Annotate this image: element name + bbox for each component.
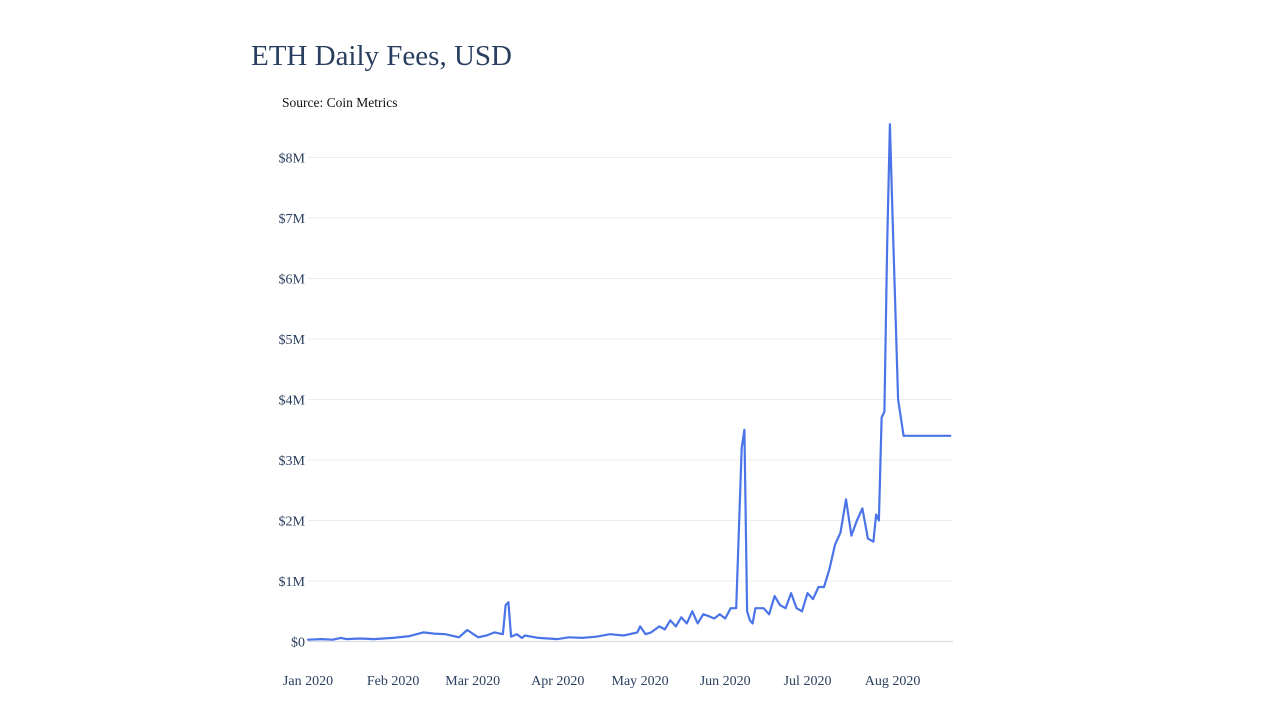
y-tick-label: $0 <box>291 636 305 651</box>
x-tick-label: Apr 2020 <box>531 674 584 689</box>
y-tick-label: $6M <box>279 273 306 288</box>
x-tick-label: Aug 2020 <box>865 674 921 689</box>
x-tick-label: Mar 2020 <box>445 674 500 689</box>
chart-source-note: Source: Coin Metrics <box>282 95 398 110</box>
y-tick-label: $8M <box>279 152 306 167</box>
x-tick-label: Jul 2020 <box>784 674 832 689</box>
gridlines <box>308 157 953 643</box>
x-tick-label: Jan 2020 <box>283 674 333 689</box>
y-tick-label: $3M <box>279 454 306 469</box>
y-tick-label: $4M <box>279 394 306 409</box>
series-line-eth-daily-fees <box>306 123 952 641</box>
x-tick-label: Feb 2020 <box>367 674 420 689</box>
y-tick-label: $1M <box>279 575 306 590</box>
y-tick-label: $7M <box>279 212 306 227</box>
x-tick-label: May 2020 <box>612 674 669 689</box>
x-tick-label: Jun 2020 <box>700 674 751 689</box>
y-tick-label: $5M <box>279 333 306 348</box>
chart-title: ETH Daily Fees, USD <box>251 40 512 72</box>
y-tick-label: $2M <box>279 515 306 530</box>
y-axis-ticks: $0 $1M $2M $3M $4M $5M $6M $7M $8M <box>279 152 306 651</box>
x-axis-ticks: Jan 2020 Feb 2020 Mar 2020 Apr 2020 May 2020… <box>283 674 921 689</box>
